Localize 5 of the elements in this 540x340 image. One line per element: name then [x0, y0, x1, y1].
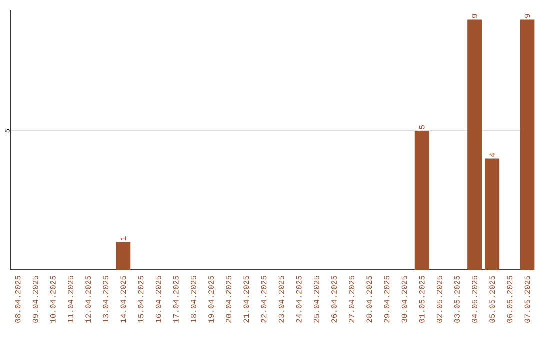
bar [520, 20, 535, 270]
bar [468, 20, 482, 270]
bar [116, 242, 131, 270]
bar [414, 130, 430, 270]
bar [485, 158, 500, 270]
